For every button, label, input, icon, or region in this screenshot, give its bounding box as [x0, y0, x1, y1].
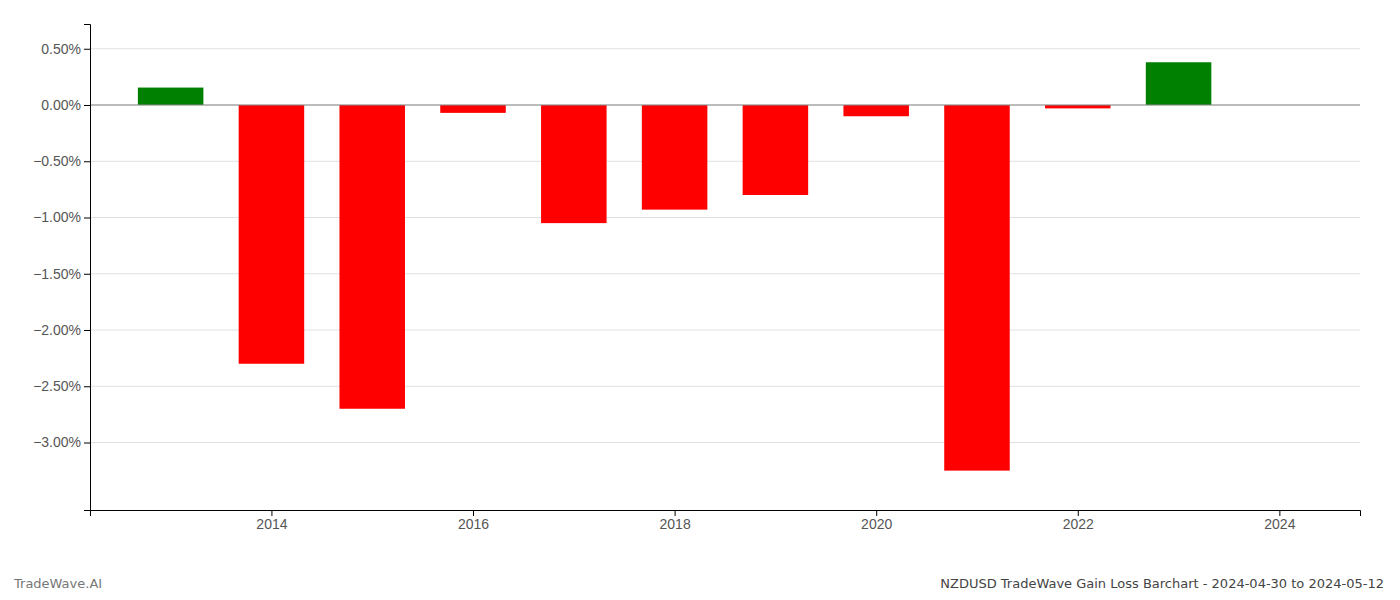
y-tick: −3.00%	[33, 434, 90, 450]
x-tick-label: 2014	[256, 516, 287, 532]
y-tick-label: −1.50%	[33, 266, 81, 282]
grid-line	[90, 442, 1360, 443]
bar	[642, 105, 708, 210]
x-tick: 2018	[660, 510, 691, 532]
y-tick-label: −2.50%	[33, 378, 81, 394]
x-tick: 2016	[458, 510, 489, 532]
y-tick: −2.00%	[33, 322, 90, 338]
y-tick-mark	[84, 161, 90, 162]
y-tick-mark	[84, 49, 90, 50]
y-tick: −1.00%	[33, 209, 90, 225]
y-tick: 0.00%	[41, 97, 90, 113]
y-tick-mark	[84, 386, 90, 387]
zero-line	[90, 105, 1360, 106]
x-tick: 2022	[1063, 510, 1094, 532]
y-tick-label: 0.00%	[41, 97, 81, 113]
bar	[1146, 62, 1212, 105]
y-tick: 0.50%	[41, 41, 90, 57]
y-tick: −0.50%	[33, 153, 90, 169]
x-tick-label: 2024	[1264, 516, 1295, 532]
y-axis-line	[84, 25, 91, 511]
y-tick-mark	[84, 330, 90, 331]
y-tick-label: −0.50%	[33, 153, 81, 169]
x-tick: 2020	[861, 510, 892, 532]
y-tick: −1.50%	[33, 266, 90, 282]
bar	[944, 105, 1010, 471]
bar	[541, 105, 607, 223]
watermark: TradeWave.AI	[13, 576, 102, 591]
y-tick-label: −1.00%	[33, 209, 81, 225]
plot: 0.50% 0.00% −0.50% −1.00% −1.50% −2.00% −2.50%…	[33, 25, 1360, 532]
y-tick: −2.50%	[33, 378, 90, 394]
x-tick-label: 2022	[1063, 516, 1094, 532]
grid-line	[90, 386, 1360, 387]
chart-svg: 0.50% 0.00% −0.50% −1.00% −1.50% −2.00% −2.50%…	[0, 0, 1400, 600]
chart-container: 0.50% 0.00% −0.50% −1.00% −1.50% −2.00% −2.50%…	[0, 0, 1400, 600]
y-axis: 0.50% 0.00% −0.50% −1.00% −1.50% −2.00% −2.50%…	[33, 25, 90, 511]
y-tick-label: −2.00%	[33, 322, 81, 338]
y-tick-mark	[84, 105, 90, 106]
bar	[239, 105, 305, 364]
x-tick-label: 2018	[660, 516, 691, 532]
y-tick-label: −3.00%	[33, 434, 81, 450]
y-tick-mark	[84, 218, 90, 219]
x-tick-label: 2016	[458, 516, 489, 532]
bar	[843, 105, 909, 116]
bar	[138, 88, 204, 105]
bar	[1045, 105, 1111, 108]
x-tick: 2014	[256, 510, 287, 532]
y-tick-mark	[84, 443, 90, 444]
bars	[90, 62, 1360, 470]
bar	[440, 105, 506, 113]
title: NZDUSD TradeWave Gain Loss Barchart - 20…	[940, 576, 1384, 591]
bar	[743, 105, 809, 195]
grid-line	[90, 48, 1360, 49]
grid	[90, 49, 1360, 443]
x-tick-label: 2020	[861, 516, 892, 532]
grid-line	[90, 105, 1360, 106]
bar	[339, 105, 405, 409]
y-tick-mark	[84, 274, 90, 275]
x-tick: 2024	[1264, 510, 1295, 532]
y-tick-label: 0.50%	[41, 41, 81, 57]
x-axis: 2014 2016 2018 2020 2022 2024	[91, 510, 1361, 532]
